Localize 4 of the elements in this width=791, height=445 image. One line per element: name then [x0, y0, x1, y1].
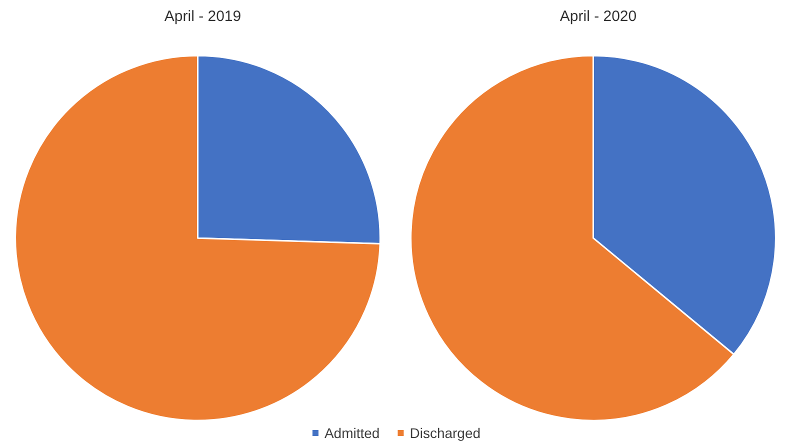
legend-label: Discharged — [410, 425, 481, 441]
chart-title: April - 2019 — [164, 8, 242, 25]
chart-title: April - 2020 — [560, 8, 637, 25]
legend-label: Admitted — [324, 425, 380, 441]
